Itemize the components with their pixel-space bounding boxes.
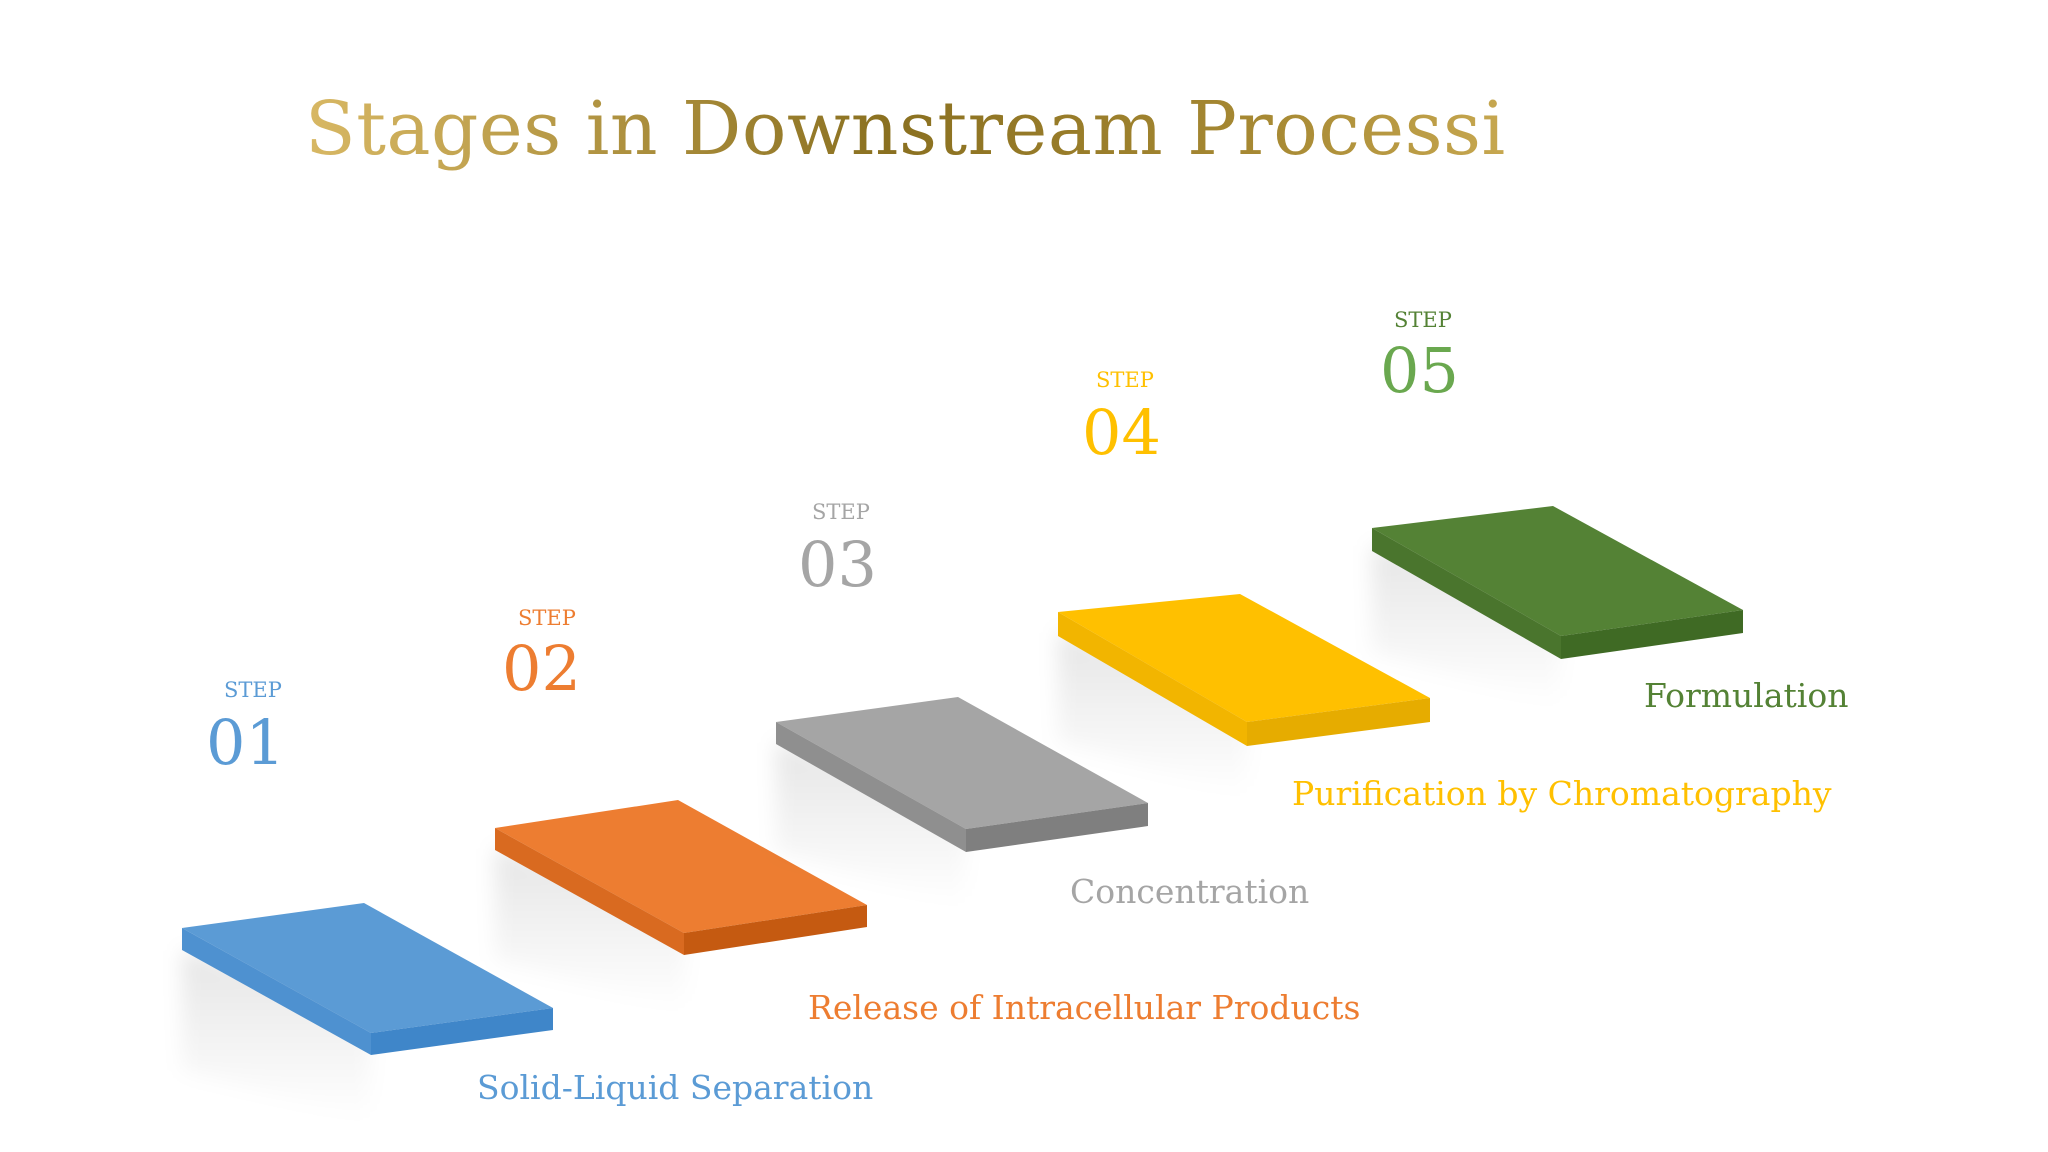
step-4-side <box>1058 612 1247 746</box>
title-text: Stages in Downstream Processing <box>305 86 1505 172</box>
step-1-front <box>371 1008 553 1055</box>
step-2-block <box>495 800 867 1010</box>
step-4-front <box>1247 698 1430 746</box>
step-2-number: 02 <box>502 632 581 705</box>
step-2-top <box>495 800 867 933</box>
step-2-front <box>684 905 867 955</box>
step-4-block <box>1058 594 1430 795</box>
step-4-number: 04 <box>1082 396 1161 469</box>
step-1-label: STEP <box>224 678 282 702</box>
step-5-front <box>1561 610 1743 659</box>
step-4-caption: Purification by Chromatography <box>1292 774 1832 813</box>
step-5-caption: Formulation <box>1644 676 1849 715</box>
step-3-caption: Concentration <box>1070 872 1310 911</box>
step-1-block <box>182 903 553 1120</box>
step-5-side <box>1372 528 1561 659</box>
step-3-number: 03 <box>798 528 877 601</box>
page-title: Stages in Downstream Processing <box>305 86 1505 172</box>
step-5-top <box>1372 506 1743 636</box>
step-4-top <box>1058 594 1430 722</box>
step-3-block <box>776 697 1148 905</box>
step-4-label: STEP <box>1096 368 1154 392</box>
step-3-top <box>776 697 1148 829</box>
step-2-side <box>495 828 684 955</box>
step-1-caption: Solid-Liquid Separation <box>477 1068 874 1107</box>
step-2-label: STEP <box>518 606 576 630</box>
step-3-front <box>966 803 1148 852</box>
step-5-number: 05 <box>1380 334 1459 407</box>
step-3-label: STEP <box>812 500 870 524</box>
step-5-label: STEP <box>1394 308 1452 332</box>
step-2-caption: Release of Intracellular Products <box>808 988 1361 1027</box>
step-5-block <box>1372 506 1743 705</box>
step-1-top <box>182 903 553 1033</box>
step-1-side <box>182 928 371 1055</box>
step-3-side <box>776 722 966 852</box>
step-1-number: 01 <box>206 706 285 779</box>
